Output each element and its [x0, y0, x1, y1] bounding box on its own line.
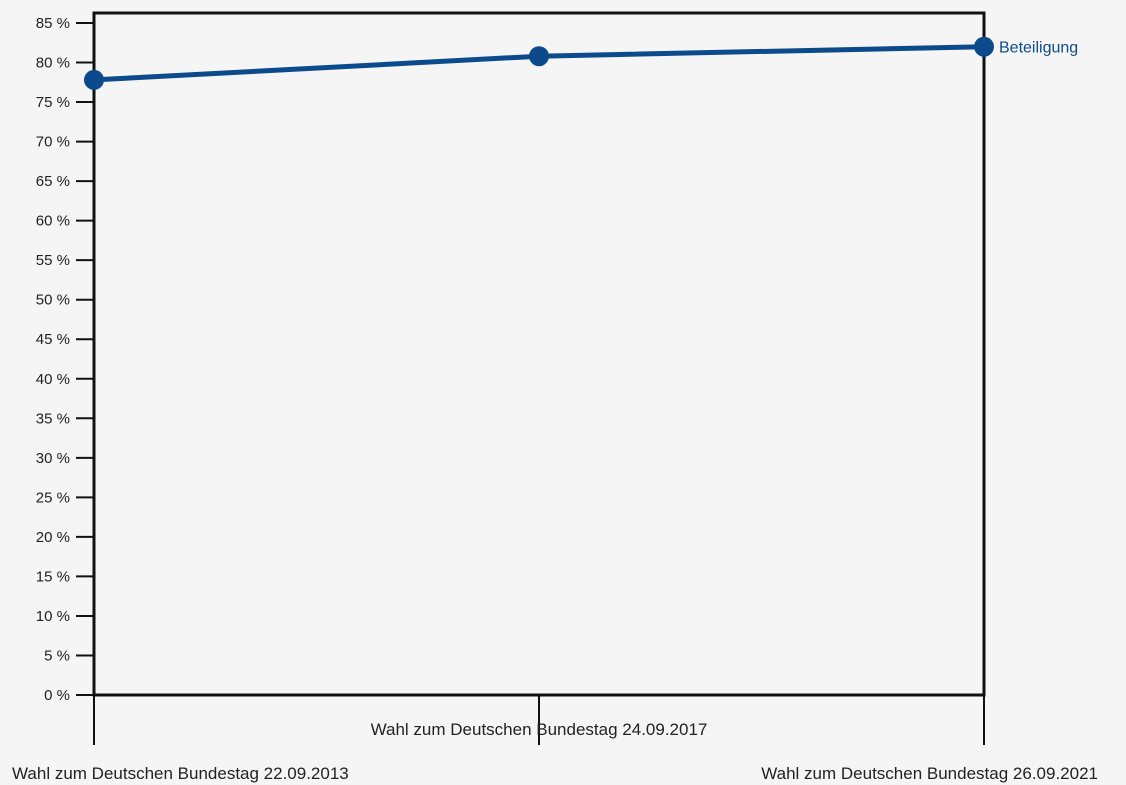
x-category-label: Wahl zum Deutschen Bundestag 22.09.2013: [12, 764, 349, 783]
y-tick-label: 30 %: [36, 450, 70, 467]
x-category-label: Wahl zum Deutschen Bundestag 26.09.2021: [761, 764, 1098, 783]
x-category-label: Wahl zum Deutschen Bundestag 24.09.2017: [371, 720, 708, 739]
y-tick-label: 35 %: [36, 410, 70, 427]
data-point: [84, 69, 104, 90]
y-tick-label: 20 %: [36, 529, 70, 546]
y-tick-label: 0 %: [44, 687, 70, 704]
series-layer: Beteiligung: [84, 36, 1078, 90]
y-tick-label: 45 %: [36, 331, 70, 348]
plot-area-frame: [92, 11, 986, 697]
data-point: [974, 36, 994, 57]
series-label: Beteiligung: [999, 40, 1078, 57]
y-tick-label: 80 %: [36, 55, 70, 72]
y-tick-label: 50 %: [36, 292, 70, 309]
y-tick-label: 85 %: [36, 15, 70, 32]
y-tick-label: 60 %: [36, 213, 70, 230]
y-tick-label: 70 %: [36, 134, 70, 151]
y-tick-label: 65 %: [36, 173, 70, 190]
y-tick-label: 25 %: [36, 489, 70, 506]
data-point: [529, 46, 549, 67]
y-tick-label: 10 %: [36, 608, 70, 625]
y-tick-label: 40 %: [36, 371, 70, 388]
y-tick-label: 75 %: [36, 94, 70, 111]
y-tick-label: 55 %: [36, 252, 70, 269]
y-tick-label: 15 %: [36, 568, 70, 585]
y-tick-label: 5 %: [44, 647, 70, 664]
x-axis: Wahl zum Deutschen Bundestag 22.09.2013 W…: [12, 695, 1098, 783]
y-axis: 0 % 5 % 10 % 15 % 20 % 25 % 30 % 35 % 40 % 45 % 50…: [36, 15, 94, 704]
